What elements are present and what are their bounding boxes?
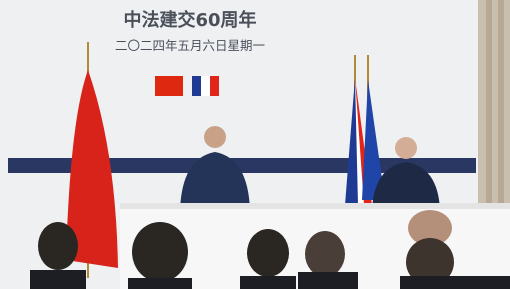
backdrop-date: 二〇二四年五月六日星期一 — [115, 38, 265, 53]
audience-body — [240, 276, 296, 289]
backdrop-title: 中法建交60周年 — [123, 9, 256, 31]
page: 中法建交60周年 二〇二四年五月六日星期一 (() => { const dat… — [0, 0, 510, 289]
audience-head — [132, 222, 188, 282]
france-flag-white — [201, 76, 210, 96]
speaker-head — [204, 126, 226, 148]
speaker-head — [395, 137, 417, 159]
table-edge — [120, 203, 510, 209]
audience-head — [305, 231, 345, 277]
france-flag-red — [210, 76, 219, 96]
audience-head — [247, 229, 289, 277]
scene: 中法建交60周年 二〇二四年五月六日星期一 — [0, 0, 510, 289]
france-flag-blue — [192, 76, 201, 96]
audience-body — [128, 278, 192, 289]
audience-body — [30, 270, 86, 289]
audience-body — [400, 276, 510, 289]
audience-body — [298, 272, 358, 289]
audience-head — [38, 222, 78, 270]
china-flag-small — [155, 76, 183, 96]
